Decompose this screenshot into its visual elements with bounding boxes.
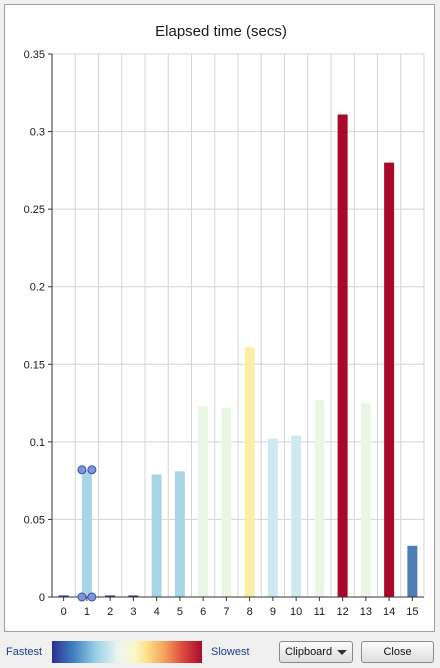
bar-4[interactable] [151, 474, 162, 597]
close-button[interactable]: Close [361, 641, 434, 663]
bar-11[interactable] [314, 399, 325, 597]
legend-slowest-label: Slowest [211, 646, 250, 658]
legend-fastest-label: Fastest [6, 646, 43, 658]
y-tick-label: 0.2 [30, 282, 45, 294]
bar-2[interactable] [105, 595, 116, 597]
selection-handle[interactable] [87, 465, 97, 475]
y-tick-label: 0 [39, 592, 45, 604]
x-tick-label: 14 [383, 606, 395, 618]
footer-bar: Fastest Slowest Clipboard Close [0, 636, 440, 668]
x-tick-label: 12 [337, 606, 349, 618]
chart-panel: Elapsed time (secs) 0 0.05 0.1 0.15 0.2 0.25 0… [4, 4, 435, 632]
y-tick-label: 0.05 [24, 514, 45, 526]
close-button-label: Close [383, 646, 412, 658]
x-tick-label: 3 [130, 606, 136, 618]
x-tick-label: 9 [270, 606, 276, 618]
x-tick-label: 1 [84, 606, 90, 618]
x-tick-label: 8 [247, 606, 253, 618]
x-tick-label: 2 [107, 606, 113, 618]
clipboard-dropdown-label: Clipboard [285, 646, 333, 658]
selection-handle[interactable] [77, 465, 87, 475]
bar-7[interactable] [221, 407, 232, 597]
bar-15[interactable] [407, 545, 418, 597]
y-tick-label: 0.25 [24, 204, 45, 216]
chart-title: Elapsed time (secs) [155, 23, 287, 40]
bar-0[interactable] [58, 595, 69, 597]
y-tick-label: 0.3 [30, 127, 45, 139]
x-tick-label: 4 [154, 606, 160, 618]
bar-3[interactable] [128, 595, 139, 597]
y-tick-label: 0.35 [24, 49, 45, 61]
x-tick-label: 5 [177, 606, 183, 618]
selection-handle[interactable] [87, 592, 97, 602]
x-tick-label: 13 [360, 606, 372, 618]
bar-1[interactable] [81, 469, 92, 597]
y-tick-label: 0.15 [24, 359, 45, 371]
x-tick-label: 7 [223, 606, 229, 618]
bar-5[interactable] [174, 471, 185, 597]
x-tick-label: 6 [200, 606, 206, 618]
bar-8[interactable] [244, 347, 255, 597]
legend-color-scale [52, 641, 202, 663]
chevron-down-icon [337, 650, 347, 655]
selection-handle[interactable] [77, 592, 87, 602]
bar-9[interactable] [267, 438, 278, 597]
x-tick-label: 15 [406, 606, 418, 618]
elapsed-time-chart: Elapsed time (secs) 0 0.05 0.1 0.15 0.2 0.25 0… [24, 23, 425, 618]
x-tick-label: 10 [290, 606, 302, 618]
clipboard-dropdown[interactable]: Clipboard [279, 641, 353, 663]
bar-12[interactable] [337, 114, 348, 598]
x-tick-label: 0 [61, 606, 67, 618]
bar-13[interactable] [360, 403, 371, 597]
bar-6[interactable] [198, 406, 209, 597]
bar-10[interactable] [291, 435, 302, 597]
bar-14[interactable] [384, 162, 395, 597]
x-tick-label: 11 [314, 606, 325, 618]
y-tick-label: 0.1 [30, 437, 45, 449]
